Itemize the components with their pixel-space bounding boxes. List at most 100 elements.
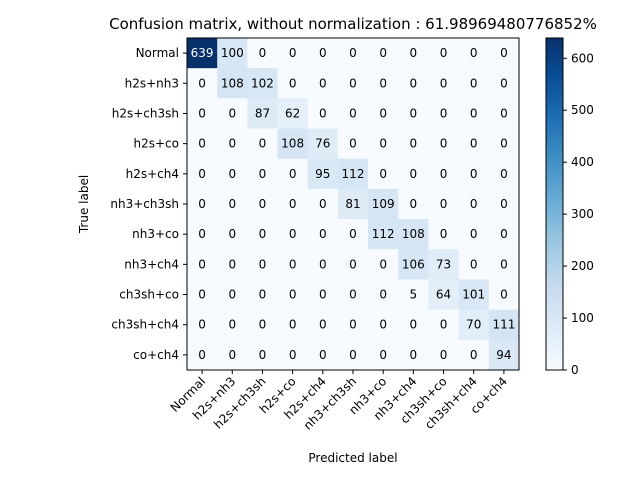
cell-value-label: 0 (319, 348, 327, 362)
cell-value-label: 0 (259, 227, 267, 241)
cell-value-label: 0 (319, 227, 327, 241)
heatmap-cell (187, 249, 218, 280)
cell-value-label: 0 (379, 288, 387, 302)
heatmap-cell (458, 128, 490, 160)
heatmap-cell (398, 339, 429, 371)
cell-value-label: 0 (440, 76, 448, 90)
heatmap-cell (337, 38, 369, 69)
heatmap-cell (488, 309, 520, 341)
heatmap-cell (277, 279, 309, 311)
cell-value-label: 0 (440, 137, 448, 151)
heatmap-cell (337, 188, 369, 220)
cell-value-label: 0 (470, 348, 478, 362)
heatmap-cell (458, 158, 490, 190)
heatmap-cell (277, 128, 309, 160)
cell-value-label: 95 (315, 167, 330, 181)
heatmap-cell (277, 219, 309, 250)
cell-value-label: 0 (349, 288, 357, 302)
heatmap-cell (337, 279, 369, 311)
cell-value-label: 0 (410, 137, 418, 151)
heatmap-cell (337, 68, 369, 99)
cell-value-label: 0 (319, 318, 327, 332)
heatmap-cell (277, 188, 309, 220)
cell-value-label: 0 (410, 46, 418, 60)
heatmap-cell (488, 188, 520, 220)
heatmap-cell (187, 128, 218, 160)
heatmap-cell (368, 339, 399, 371)
heatmap-cell (428, 68, 460, 99)
cell-value-label: 64 (436, 288, 451, 302)
heatmap-cell (398, 38, 429, 69)
cell-value-label: 0 (289, 197, 297, 211)
heatmap-cell (187, 188, 218, 220)
cell-value-label: 0 (470, 197, 478, 211)
y-tick-label: nh3+ch3sh (110, 197, 179, 211)
heatmap-cell (187, 309, 218, 341)
cell-value-label: 106 (402, 257, 425, 271)
cell-value-label: 109 (372, 197, 395, 211)
heatmap-cell (277, 309, 309, 341)
cell-value-label: 0 (500, 227, 508, 241)
heatmap-cell (398, 188, 429, 220)
cell-value-label: 639 (191, 46, 214, 60)
heatmap-cell (247, 279, 279, 311)
cell-value-label: 0 (500, 288, 508, 302)
heatmap-cell (428, 279, 460, 311)
heatmap-cell (307, 128, 339, 160)
cell-value-label: 0 (198, 197, 206, 211)
y-tick-label: nh3+ch4 (124, 257, 179, 271)
cell-value-label: 0 (440, 227, 448, 241)
y-tick-label: co+ch4 (133, 348, 179, 362)
cell-value-label: 0 (410, 348, 418, 362)
cell-value-label: 0 (259, 318, 267, 332)
cell-value-label: 0 (410, 197, 418, 211)
cell-value-label: 62 (285, 106, 300, 120)
heatmap-cell (488, 279, 520, 311)
cell-value-label: 0 (349, 318, 357, 332)
cell-value-label: 0 (379, 167, 387, 181)
chart-title: Confusion matrix, without normalization … (109, 15, 597, 33)
y-tick-label: ch3sh+co (119, 288, 179, 302)
y-tick-label: ch3sh+ch4 (111, 318, 179, 332)
colorbar-tick-label: 0 (571, 363, 579, 377)
heatmap-cell (428, 98, 460, 130)
heatmap-cell (428, 158, 460, 190)
cell-value-label: 0 (319, 257, 327, 271)
heatmap-cell (398, 309, 429, 341)
heatmap-cell (307, 38, 339, 69)
cell-value-label: 0 (379, 348, 387, 362)
heatmap-cell (187, 98, 218, 130)
cell-value-label: 0 (500, 106, 508, 120)
cell-value-label: 0 (228, 257, 236, 271)
heatmap-cell (217, 38, 248, 69)
cell-value-label: 94 (496, 348, 511, 362)
cell-value-label: 0 (440, 197, 448, 211)
cell-value-label: 0 (228, 137, 236, 151)
y-tick-label: Normal (136, 46, 179, 60)
heatmap-cell (277, 68, 309, 99)
heatmap-cell (247, 68, 279, 99)
heatmap-cell (277, 158, 309, 190)
heatmap-cell (428, 339, 460, 371)
heatmap-cell (488, 339, 520, 371)
cell-value-label: 0 (440, 46, 448, 60)
cell-value-label: 0 (379, 46, 387, 60)
cell-value-label: 0 (500, 167, 508, 181)
cell-value-label: 0 (289, 76, 297, 90)
cell-value-label: 0 (440, 318, 448, 332)
cell-value-label: 0 (410, 318, 418, 332)
heatmap-cell (307, 219, 339, 250)
heatmap-cell (337, 249, 369, 280)
heatmap-cell (217, 158, 248, 190)
cell-value-label: 0 (470, 46, 478, 60)
y-axis-label: True label (77, 175, 91, 234)
heatmap-cell (217, 279, 248, 311)
heatmap-cell (187, 158, 218, 190)
cell-value-label: 0 (440, 348, 448, 362)
cell-value-label: 0 (500, 137, 508, 151)
cell-value-label: 0 (289, 46, 297, 60)
heatmap-cell (458, 339, 490, 371)
cell-value-label: 0 (289, 348, 297, 362)
cell-value-label: 111 (492, 318, 515, 332)
